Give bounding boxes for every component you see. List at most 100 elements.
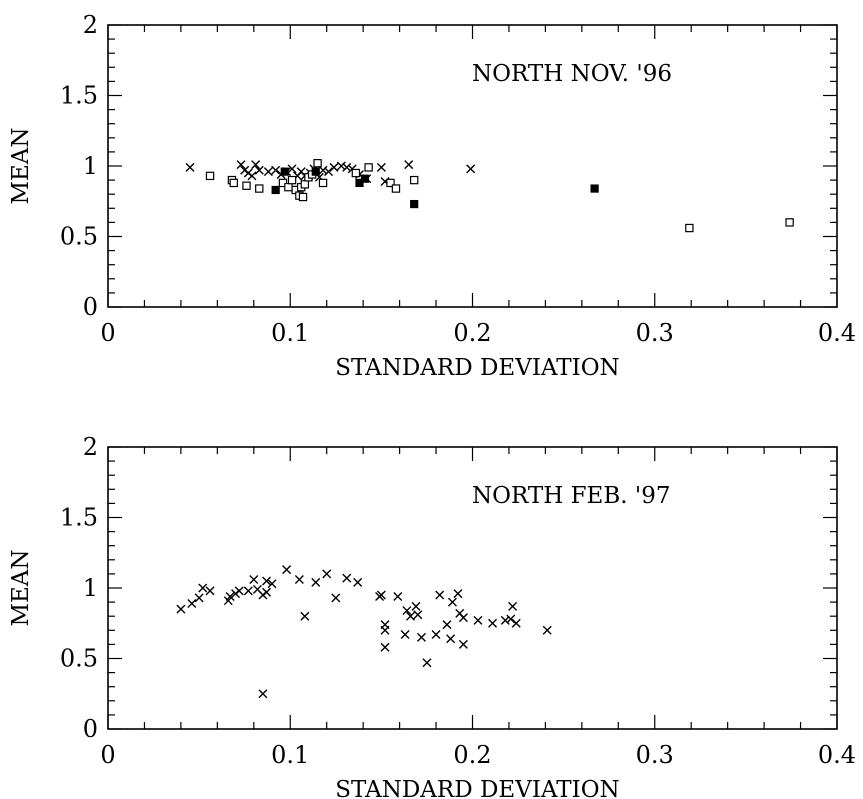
data-point-filled-square bbox=[311, 167, 320, 176]
data-point-cross bbox=[262, 587, 272, 597]
data-point-cross bbox=[194, 593, 204, 603]
panel-annotation: NORTH NOV. '96 bbox=[472, 61, 672, 87]
x-tick-label: 0.2 bbox=[453, 319, 491, 347]
data-point-cross bbox=[511, 618, 521, 628]
data-point-cross bbox=[185, 162, 195, 172]
data-point-cross bbox=[411, 601, 421, 611]
y-tick-label: 2 bbox=[83, 11, 98, 39]
data-point-cross bbox=[262, 576, 272, 586]
data-point-filled-square bbox=[271, 185, 280, 195]
data-point-cross bbox=[258, 689, 268, 699]
data-point-cross bbox=[331, 593, 341, 603]
data-point-cross bbox=[243, 586, 253, 596]
data-point-cross bbox=[342, 162, 352, 172]
x-tick-label: 0.4 bbox=[818, 319, 856, 347]
data-point-cross bbox=[447, 597, 457, 607]
y-tick-label: 2 bbox=[83, 433, 98, 461]
data-point-cross bbox=[234, 586, 244, 596]
data-point-open-square bbox=[205, 171, 215, 181]
data-point-open-square bbox=[278, 178, 288, 188]
data-point-cross bbox=[329, 162, 339, 172]
data-point-cross bbox=[508, 601, 518, 611]
y-tick-label: 0.5 bbox=[60, 223, 98, 251]
data-point-cross bbox=[300, 611, 310, 621]
data-point-cross bbox=[435, 590, 445, 600]
data-point-cross bbox=[267, 579, 277, 589]
x-tick-label: 0 bbox=[100, 741, 115, 769]
panel-annotation: NORTH FEB. '97 bbox=[472, 483, 670, 509]
data-point-filled-square bbox=[410, 199, 419, 209]
data-point-cross bbox=[322, 569, 332, 579]
y-tick-label: 1.5 bbox=[60, 504, 98, 532]
data-point-cross bbox=[287, 164, 297, 174]
data-point-cross bbox=[249, 575, 259, 585]
data-point-cross bbox=[271, 165, 281, 175]
data-point-cross bbox=[324, 167, 334, 177]
data-point-cross bbox=[187, 599, 197, 609]
data-point-cross bbox=[416, 632, 426, 642]
y-tick-label: 0 bbox=[83, 715, 98, 743]
data-point-filled-square bbox=[360, 174, 370, 183]
data-point-open-square bbox=[351, 168, 361, 178]
data-point-cross bbox=[542, 625, 552, 635]
data-point-open-square bbox=[318, 178, 328, 188]
x-tick-label: 0.1 bbox=[271, 741, 309, 769]
data-point-cross bbox=[400, 630, 410, 640]
data-point-cross bbox=[236, 160, 246, 170]
x-tick-label: 0 bbox=[100, 319, 115, 347]
data-point-open-square bbox=[298, 192, 308, 202]
data-point-cross bbox=[431, 630, 441, 640]
chart-panel-2: 0 0.1 0.2 0.3 0.4 0 0.5 1 1.5 2 STANDARD DEVIATION… bbox=[8, 433, 856, 799]
data-point-cross bbox=[254, 165, 264, 175]
data-point-cross bbox=[353, 577, 363, 587]
data-point-open-square bbox=[287, 175, 297, 185]
data-point-cross bbox=[402, 606, 412, 616]
data-point-cross bbox=[342, 573, 352, 583]
x-tick-label: 0.3 bbox=[636, 741, 674, 769]
data-point-cross bbox=[311, 577, 321, 587]
y-tick-label: 1 bbox=[83, 152, 98, 180]
data-point-cross bbox=[422, 658, 432, 668]
data-point-cross bbox=[225, 591, 235, 601]
y-tick-label: 1 bbox=[83, 574, 98, 602]
data-point-open-square bbox=[284, 182, 293, 192]
data-point-cross bbox=[506, 614, 516, 624]
data-point-cross bbox=[380, 625, 390, 635]
x-axis-title: STANDARD DEVIATION bbox=[335, 777, 619, 799]
data-point-filled-square bbox=[590, 184, 599, 193]
data-point-cross bbox=[500, 615, 510, 625]
data-point-open-square bbox=[242, 181, 251, 190]
data-point-cross bbox=[466, 164, 476, 174]
data-point-cross bbox=[393, 591, 403, 601]
data-point-cross bbox=[458, 613, 468, 623]
data-point-cross bbox=[176, 604, 186, 614]
data-point-cross bbox=[294, 575, 304, 585]
data-point-open-square bbox=[300, 180, 310, 189]
x-tick-label: 0.3 bbox=[636, 319, 674, 347]
y-axis-title: MEAN bbox=[8, 549, 34, 626]
data-point-cross bbox=[247, 171, 257, 181]
data-point-cross bbox=[406, 611, 416, 621]
y-tick-label: 1.5 bbox=[60, 82, 98, 110]
data-point-cross bbox=[282, 565, 292, 575]
data-point-open-square bbox=[313, 158, 322, 168]
data-point-open-square bbox=[409, 175, 419, 185]
data-point-cross bbox=[453, 589, 463, 599]
y-tick-label: 0.5 bbox=[60, 645, 98, 673]
x-tick-label: 0.2 bbox=[453, 741, 491, 769]
data-point-cross bbox=[458, 639, 468, 649]
data-point-cross bbox=[442, 620, 452, 630]
data-point-filled-square bbox=[355, 178, 364, 188]
y-tick-label: 0 bbox=[83, 293, 98, 321]
y-axis-title: MEAN bbox=[8, 127, 34, 204]
data-point-open-square bbox=[685, 223, 694, 233]
data-point-cross bbox=[336, 161, 346, 171]
data-point-cross bbox=[473, 615, 483, 625]
data-point-cross bbox=[413, 610, 423, 620]
x-tick-label: 0.4 bbox=[818, 741, 856, 769]
data-point-cross bbox=[488, 618, 498, 628]
x-axis-title: STANDARD DEVIATION bbox=[335, 355, 619, 381]
data-point-cross bbox=[404, 160, 414, 170]
data-point-cross bbox=[376, 162, 386, 172]
